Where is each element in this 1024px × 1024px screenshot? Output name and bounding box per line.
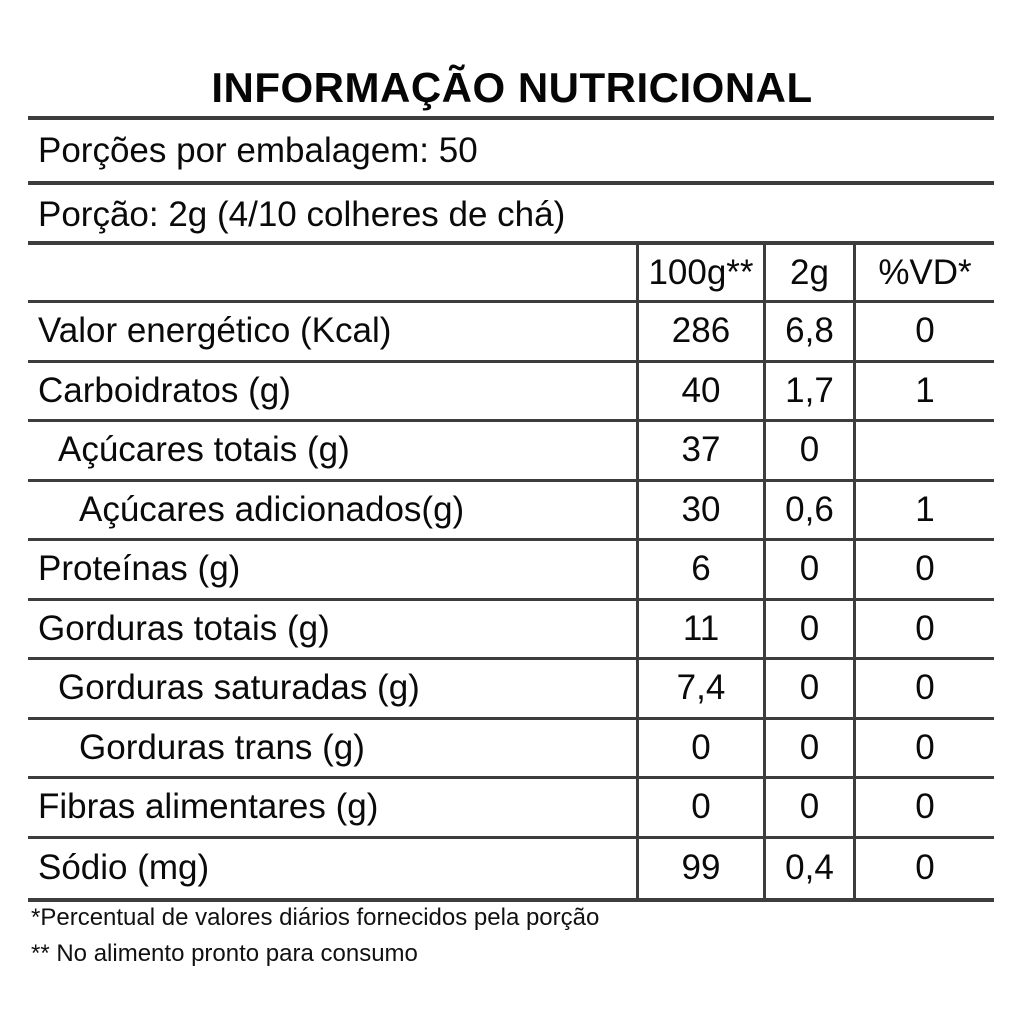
page-title: INFORMAÇÃO NUTRICIONAL [211, 64, 813, 111]
row-per-100g: 11 [636, 600, 763, 657]
row-label: Valor energético (Kcal) [38, 311, 392, 351]
header-per-serving: 2g [763, 245, 853, 300]
table-row-protein: Proteínas (g) 6 0 0 [28, 541, 994, 601]
row-per-serving: 0 [763, 719, 853, 776]
footnote-daily-values: *Percentual de valores diários fornecido… [31, 904, 600, 931]
servings-per-package-text: Porções por embalagem: 50 [38, 131, 478, 170]
row-label: Gorduras trans (g) [79, 727, 365, 767]
row-per-serving: 0 [763, 779, 853, 836]
serving-size-text: Porção: 2g (4/10 colheres de chá) [38, 195, 566, 234]
row-per-serving: 0 [763, 600, 853, 657]
footnote-ready-to-eat: ** No alimento pronto para consumo [31, 940, 418, 967]
row-label: Sódio (mg) [38, 848, 210, 888]
table-row-saturated-fat: Gorduras saturadas (g) 7,4 0 0 [28, 660, 994, 720]
table-row-trans-fat: Gorduras trans (g) 0 0 0 [28, 719, 994, 779]
row-per-100g: 37 [636, 422, 763, 479]
row-per-100g: 7,4 [636, 660, 763, 717]
row-daily-value: 0 [853, 838, 994, 898]
divider-under-title [28, 116, 994, 120]
table-row-total-sugars: Açúcares totais (g) 37 0 [28, 422, 994, 482]
row-per-serving: 0,6 [763, 481, 853, 538]
row-label: Proteínas (g) [38, 549, 241, 589]
row-per-100g: 0 [636, 779, 763, 836]
row-daily-value [853, 422, 994, 479]
header-per-100g: 100g** [636, 245, 763, 300]
row-daily-value: 0 [853, 303, 994, 360]
row-per-100g: 40 [636, 362, 763, 419]
row-daily-value: 0 [853, 541, 994, 598]
row-daily-value: 0 [853, 719, 994, 776]
table-row-sodium: Sódio (mg) 99 0,4 0 [28, 838, 994, 898]
row-per-100g: 6 [636, 541, 763, 598]
row-per-100g: 0 [636, 719, 763, 776]
table-row-fiber: Fibras alimentares (g) 0 0 0 [28, 779, 994, 839]
row-per-100g: 30 [636, 481, 763, 538]
row-label: Açúcares totais (g) [58, 430, 350, 470]
row-per-serving: 6,8 [763, 303, 853, 360]
table-row-carbs: Carboidratos (g) 40 1,7 1 [28, 362, 994, 422]
row-daily-value: 0 [853, 660, 994, 717]
row-daily-value: 0 [853, 779, 994, 836]
row-per-serving: 1,7 [763, 362, 853, 419]
nutrition-table: 100g** 2g %VD* Valor energético (Kcal) 2… [28, 241, 994, 902]
row-label: Gorduras totais (g) [38, 608, 330, 648]
table-row-energy: Valor energético (Kcal) 286 6,8 0 [28, 303, 994, 363]
row-label: Fibras alimentares (g) [38, 787, 379, 827]
row-per-serving: 0 [763, 660, 853, 717]
row-daily-value: 1 [853, 362, 994, 419]
table-row-total-fat: Gorduras totais (g) 11 0 0 [28, 600, 994, 660]
row-per-serving: 0 [763, 422, 853, 479]
table-row-added-sugars: Açúcares adicionados(g) 30 0,6 1 [28, 481, 994, 541]
row-label: Açúcares adicionados(g) [79, 489, 465, 529]
divider-under-servings [28, 181, 994, 185]
header-nutrient-column [28, 245, 636, 300]
row-per-100g: 286 [636, 303, 763, 360]
serving-size-row: Porção: 2g (4/10 colheres de chá) [28, 185, 994, 245]
table-header-row: 100g** 2g %VD* [28, 245, 994, 303]
row-per-serving: 0 [763, 541, 853, 598]
header-daily-value: %VD* [853, 245, 994, 300]
row-daily-value: 0 [853, 600, 994, 657]
row-daily-value: 1 [853, 481, 994, 538]
row-label: Gorduras saturadas (g) [58, 668, 420, 708]
row-label: Carboidratos (g) [38, 370, 291, 410]
servings-per-package-row: Porções por embalagem: 50 [28, 121, 994, 181]
row-per-serving: 0,4 [763, 838, 853, 898]
row-per-100g: 99 [636, 838, 763, 898]
